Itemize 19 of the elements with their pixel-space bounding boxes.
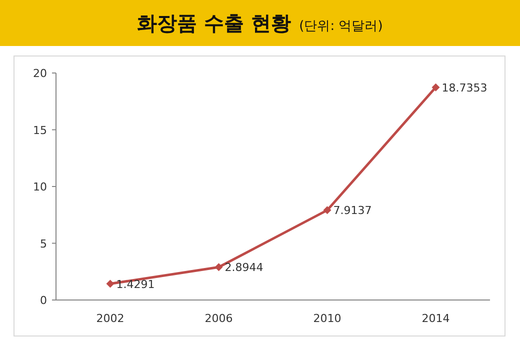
y-tick-label: 0 [40, 294, 47, 307]
data-label: 2.8944 [224, 261, 264, 274]
y-tick-label: 5 [40, 237, 47, 250]
chart-title: 화장품 수출 현황 [137, 11, 292, 35]
data-label: 1.4291 [116, 278, 155, 291]
point [432, 83, 440, 92]
point [323, 206, 332, 214]
point [214, 263, 223, 272]
data-label: 18.7353 [442, 81, 488, 94]
x-tick-label: 2014 [422, 312, 450, 325]
point [106, 280, 114, 288]
chart-subtitle: (단위: 억달러) [299, 19, 383, 34]
y-tick-label: 10 [33, 180, 47, 194]
x-tick-label: 2006 [204, 312, 233, 325]
x-tick-label: 2010 [313, 312, 342, 325]
y-tick-label: 15 [33, 124, 47, 137]
y-tick-label: 20 [33, 67, 47, 80]
data-label: 7.9137 [333, 204, 372, 218]
x-tick-label: 2002 [96, 312, 124, 325]
